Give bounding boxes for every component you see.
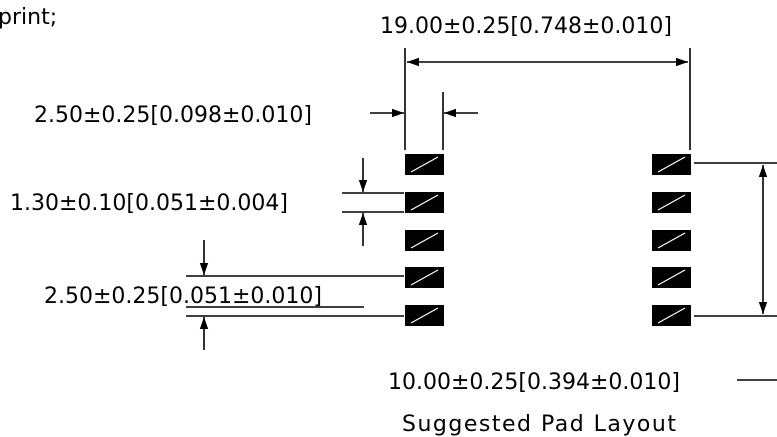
pad-left-3 [405, 230, 444, 251]
pad-right-4 [652, 267, 691, 288]
pad-pitch-dimension: 2.50±0.25[0.051±0.010] [44, 240, 404, 350]
pad-left-2 [405, 192, 444, 213]
pad-pitch-label: 2.50±0.25[0.051±0.010] [44, 284, 322, 309]
outer-span-label: 10.00±0.25[0.394±0.010] [388, 370, 680, 395]
pad-right-1 [652, 154, 691, 175]
pad-left-4 [405, 267, 444, 288]
layout-caption: Suggested Pad Layout [402, 412, 677, 437]
pads-group [405, 154, 691, 326]
pad-height-dimension: 1.30±0.10[0.051±0.004] [10, 158, 404, 246]
pad-right-5 [652, 305, 691, 326]
pad-height-label: 1.30±0.10[0.051±0.004] [10, 191, 288, 216]
row-spacing-dimension: 19.00±0.25[0.748±0.010] [380, 14, 691, 150]
pad-left-5 [405, 305, 444, 326]
pad-left-1 [405, 154, 444, 175]
pad-width-label: 2.50±0.25[0.098±0.010] [34, 103, 312, 128]
pad-right-3 [652, 230, 691, 251]
row-spacing-label: 19.00±0.25[0.748±0.010] [380, 14, 672, 39]
pad-width-dimension: 2.50±0.25[0.098±0.010] [34, 92, 478, 150]
outer-span-dimension: 10.00±0.25[0.394±0.010] [388, 162, 777, 395]
header-fragment-text: print; [0, 5, 57, 30]
pad-right-2 [652, 192, 691, 213]
